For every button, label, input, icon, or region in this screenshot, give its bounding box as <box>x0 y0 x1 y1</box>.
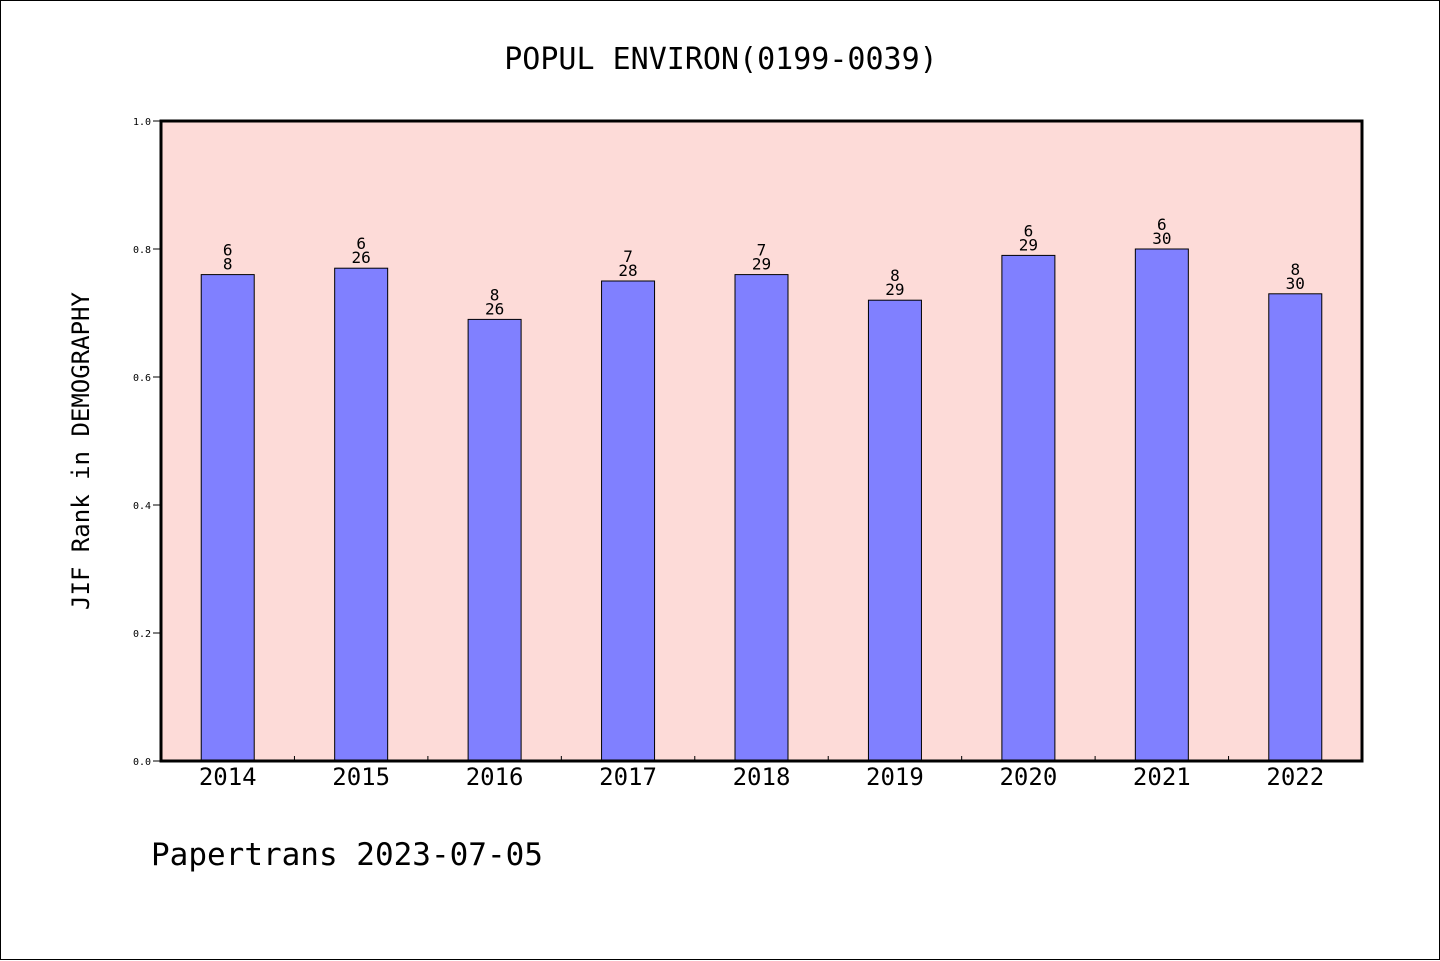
bar-rank-label: 8 <box>1290 260 1300 279</box>
bar-2020 <box>1001 254 1056 762</box>
bar-rank-label: 8 <box>490 285 500 304</box>
x-tick-label: 2014 <box>199 763 257 791</box>
bar-rank-label: 6 <box>356 234 366 253</box>
x-tick-label: 2018 <box>733 763 791 791</box>
y-tick-label: 0.4 <box>133 501 151 512</box>
x-tick-label: 2020 <box>999 763 1057 791</box>
bars-layer <box>200 248 1323 762</box>
y-axis-label: JIF Rank in DEMOGRAPHY <box>67 292 95 610</box>
bar-2018 <box>734 274 789 762</box>
bar-rank-label: 7 <box>757 241 767 260</box>
bar-total-label: 8 <box>223 255 233 274</box>
x-tick-label: 2016 <box>466 763 524 791</box>
y-axis-ticks: 0.0 0.2 0.4 0.6 0.8 1.0 <box>133 117 161 768</box>
bar-rank-label: 8 <box>890 266 900 285</box>
bar-rank-label: 6 <box>1024 221 1034 240</box>
bar-2022 <box>1268 293 1323 762</box>
bar-2017 <box>601 280 656 762</box>
bar-2016 <box>467 318 522 762</box>
bar-total-label: 29 <box>1019 235 1038 254</box>
bar-2015 <box>334 267 389 762</box>
bar-rank-label: 6 <box>1157 215 1167 234</box>
bar-2014 <box>200 274 255 762</box>
x-tick-label: 2022 <box>1266 763 1324 791</box>
bar-2019 <box>867 299 922 762</box>
bar-total-label: 26 <box>352 248 371 267</box>
plot-border <box>159 119 1364 763</box>
footer-credit: Papertrans 2023-07-05 <box>151 837 543 873</box>
bar-rank-label: 7 <box>623 247 633 266</box>
bar-rank-label: 6 <box>223 241 233 260</box>
bar-total-label: 30 <box>1152 229 1171 248</box>
bar-2021 <box>1134 248 1189 762</box>
bar-total-label: 26 <box>485 299 504 318</box>
bar-total-label: 29 <box>885 280 904 299</box>
bar-total-label: 30 <box>1286 274 1305 293</box>
y-tick-label: 0.6 <box>133 373 151 384</box>
x-tick-label: 2017 <box>599 763 657 791</box>
x-tick-label: 2015 <box>332 763 390 791</box>
chart-title: POPUL ENVIRON(0199-0039) <box>504 42 937 77</box>
y-tick-label: 1.0 <box>133 117 151 128</box>
y-tick-label: 0.0 <box>133 757 151 768</box>
y-tick-label: 0.8 <box>133 245 151 256</box>
x-tick-label: 2021 <box>1133 763 1191 791</box>
x-axis-ticks: 2014 2015 2016 2017 2018 2019 2020 2021 2022 <box>199 756 1324 791</box>
bar-total-label: 28 <box>618 261 637 280</box>
x-tick-label: 2019 <box>866 763 924 791</box>
y-tick-label: 0.2 <box>133 629 151 640</box>
bar-total-label: 29 <box>752 255 771 274</box>
